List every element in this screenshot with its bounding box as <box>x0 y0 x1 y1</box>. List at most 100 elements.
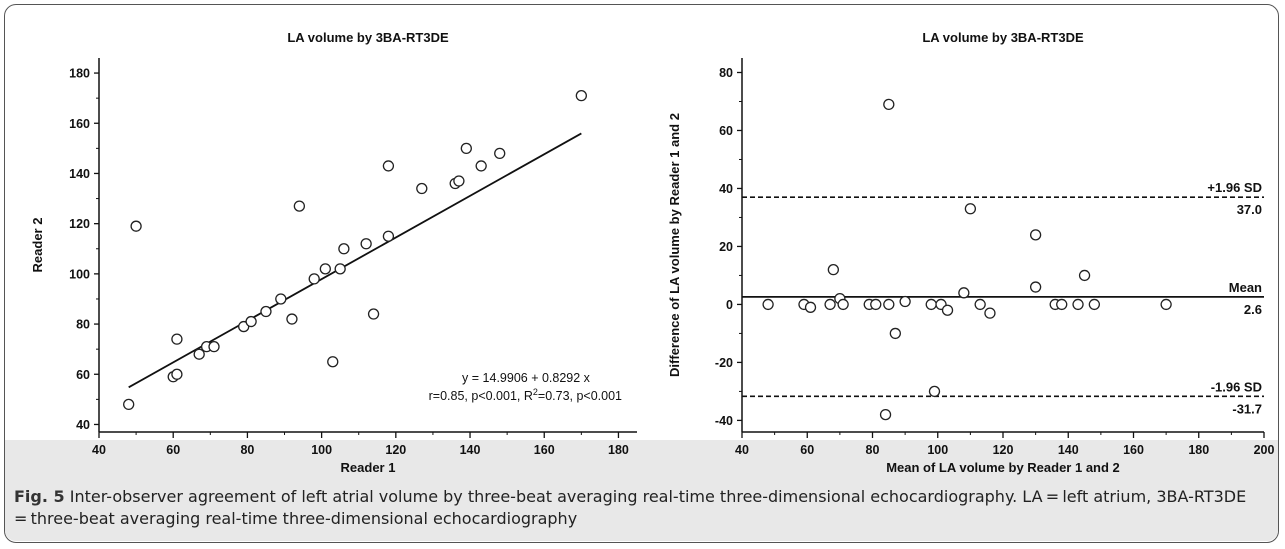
data-point <box>883 298 895 311</box>
data-point <box>899 295 911 308</box>
left-chart-x-tick-label: 40 <box>92 443 106 457</box>
right-chart-y-tick-label: 40 <box>719 182 733 196</box>
regression-equation: y = 14.9906 + 0.8292 x <box>462 371 591 385</box>
reference-line-name: -1.96 SD <box>1211 379 1262 394</box>
data-point <box>941 304 954 316</box>
data-point <box>1029 281 1042 293</box>
right-chart-y-tick-label: 80 <box>719 66 733 80</box>
right-chart-x-tick-label: 60 <box>800 443 814 457</box>
data-point <box>1029 229 1042 241</box>
left-chart-y-tick-label: 60 <box>76 368 90 382</box>
reference-line-value: -31.7 <box>1232 401 1262 416</box>
data-point <box>1078 269 1091 282</box>
data-point <box>824 298 836 311</box>
left-chart-y-axis-title: Reader 2 <box>30 218 45 273</box>
right-chart-x-tick-label: 140 <box>1058 443 1079 457</box>
data-point <box>883 98 895 111</box>
left-chart-y-tick-label: 140 <box>69 167 90 181</box>
data-point <box>338 243 350 255</box>
data-point <box>460 142 472 155</box>
right-chart-x-axis-title: Mean of LA volume by Reader 1 and 2 <box>886 460 1120 475</box>
reference-line-value: 37.0 <box>1237 202 1262 217</box>
data-point <box>928 385 941 398</box>
data-point <box>260 305 272 318</box>
data-point <box>889 327 901 340</box>
data-point <box>367 308 380 320</box>
data-point <box>293 200 306 212</box>
correlation-stats: r=0.85, p<0.001, R2=0.73, p<0.001 <box>429 387 622 403</box>
data-point <box>382 160 395 172</box>
right-chart-x-tick-label: 160 <box>1123 443 1144 457</box>
data-point <box>382 230 395 242</box>
data-point <box>245 315 257 328</box>
right-chart-title: LA volume by 3BA-RT3DE <box>922 30 1084 45</box>
data-point <box>1088 298 1100 311</box>
data-point <box>1072 298 1084 311</box>
data-point <box>171 333 183 345</box>
data-point <box>984 307 996 319</box>
data-point <box>870 298 882 311</box>
left-chart-y-tick-label: 80 <box>76 318 90 332</box>
data-point <box>1160 298 1172 311</box>
right-chart-y-tick-label: 20 <box>719 240 733 254</box>
data-point <box>208 341 220 353</box>
data-point <box>319 263 331 275</box>
left-chart-y-tick-label: 40 <box>76 418 90 432</box>
right-chart-x-tick-label: 80 <box>866 443 880 457</box>
right-chart-y-tick-label: 0 <box>726 298 733 312</box>
right-chart-x-tick-label: 40 <box>735 443 749 457</box>
data-point <box>925 298 937 311</box>
data-point <box>334 263 346 275</box>
right-chart-y-tick-label: -20 <box>715 356 733 370</box>
left-chart-x-axis-title: Reader 1 <box>341 460 396 475</box>
right-chart-x-tick-label: 120 <box>993 443 1014 457</box>
data-point <box>360 238 372 250</box>
data-point <box>171 368 183 380</box>
right-chart-y-tick-label: 60 <box>719 124 733 138</box>
data-point <box>327 356 339 368</box>
data-point <box>193 348 205 360</box>
left-chart-y-tick-label: 160 <box>69 117 90 131</box>
data-point <box>974 298 986 311</box>
left-chart-x-tick-label: 60 <box>166 443 180 457</box>
caption-background <box>5 440 1278 541</box>
data-point <box>958 287 970 299</box>
data-point <box>275 293 287 305</box>
left-chart-x-tick-label: 160 <box>534 443 555 457</box>
data-point <box>837 298 849 311</box>
left-chart-y-tick-label: 180 <box>69 67 90 81</box>
left-chart-x-tick-label: 120 <box>385 443 406 457</box>
data-point <box>879 408 892 421</box>
right-chart-x-tick-label: 100 <box>927 443 948 457</box>
data-point <box>453 175 465 187</box>
reference-line-name: Mean <box>1229 280 1262 295</box>
data-point <box>762 298 774 311</box>
right-chart-y-tick-label: -40 <box>715 414 733 428</box>
figure-caption: Fig. 5 Inter-observer agreement of left … <box>14 486 1264 530</box>
left-chart-x-tick-label: 100 <box>311 443 332 457</box>
figure-label: Fig. 5 <box>14 487 65 506</box>
reference-line-name: +1.96 SD <box>1207 180 1262 195</box>
right-chart-x-tick-label: 180 <box>1188 443 1209 457</box>
data-point <box>416 182 428 195</box>
data-point <box>964 203 977 215</box>
left-chart-x-tick-label: 140 <box>460 443 481 457</box>
left-chart-y-tick-label: 100 <box>69 267 90 281</box>
left-chart-title: LA volume by 3BA-RT3DE <box>287 30 449 45</box>
data-point <box>804 301 817 313</box>
reference-line-value: 2.6 <box>1244 302 1262 317</box>
data-point <box>494 147 506 160</box>
data-point <box>1056 298 1068 311</box>
data-point <box>308 273 320 285</box>
data-point <box>827 263 839 276</box>
right-chart-y-axis-title: Difference of LA volume by Reader 1 and … <box>667 113 682 377</box>
left-chart-y-tick-label: 120 <box>69 217 90 231</box>
right-chart-x-tick-label: 200 <box>1254 443 1275 457</box>
left-chart-x-tick-label: 180 <box>608 443 629 457</box>
data-point <box>575 90 587 102</box>
left-chart-x-tick-label: 80 <box>240 443 254 457</box>
data-point <box>286 313 298 325</box>
data-point <box>130 220 142 232</box>
